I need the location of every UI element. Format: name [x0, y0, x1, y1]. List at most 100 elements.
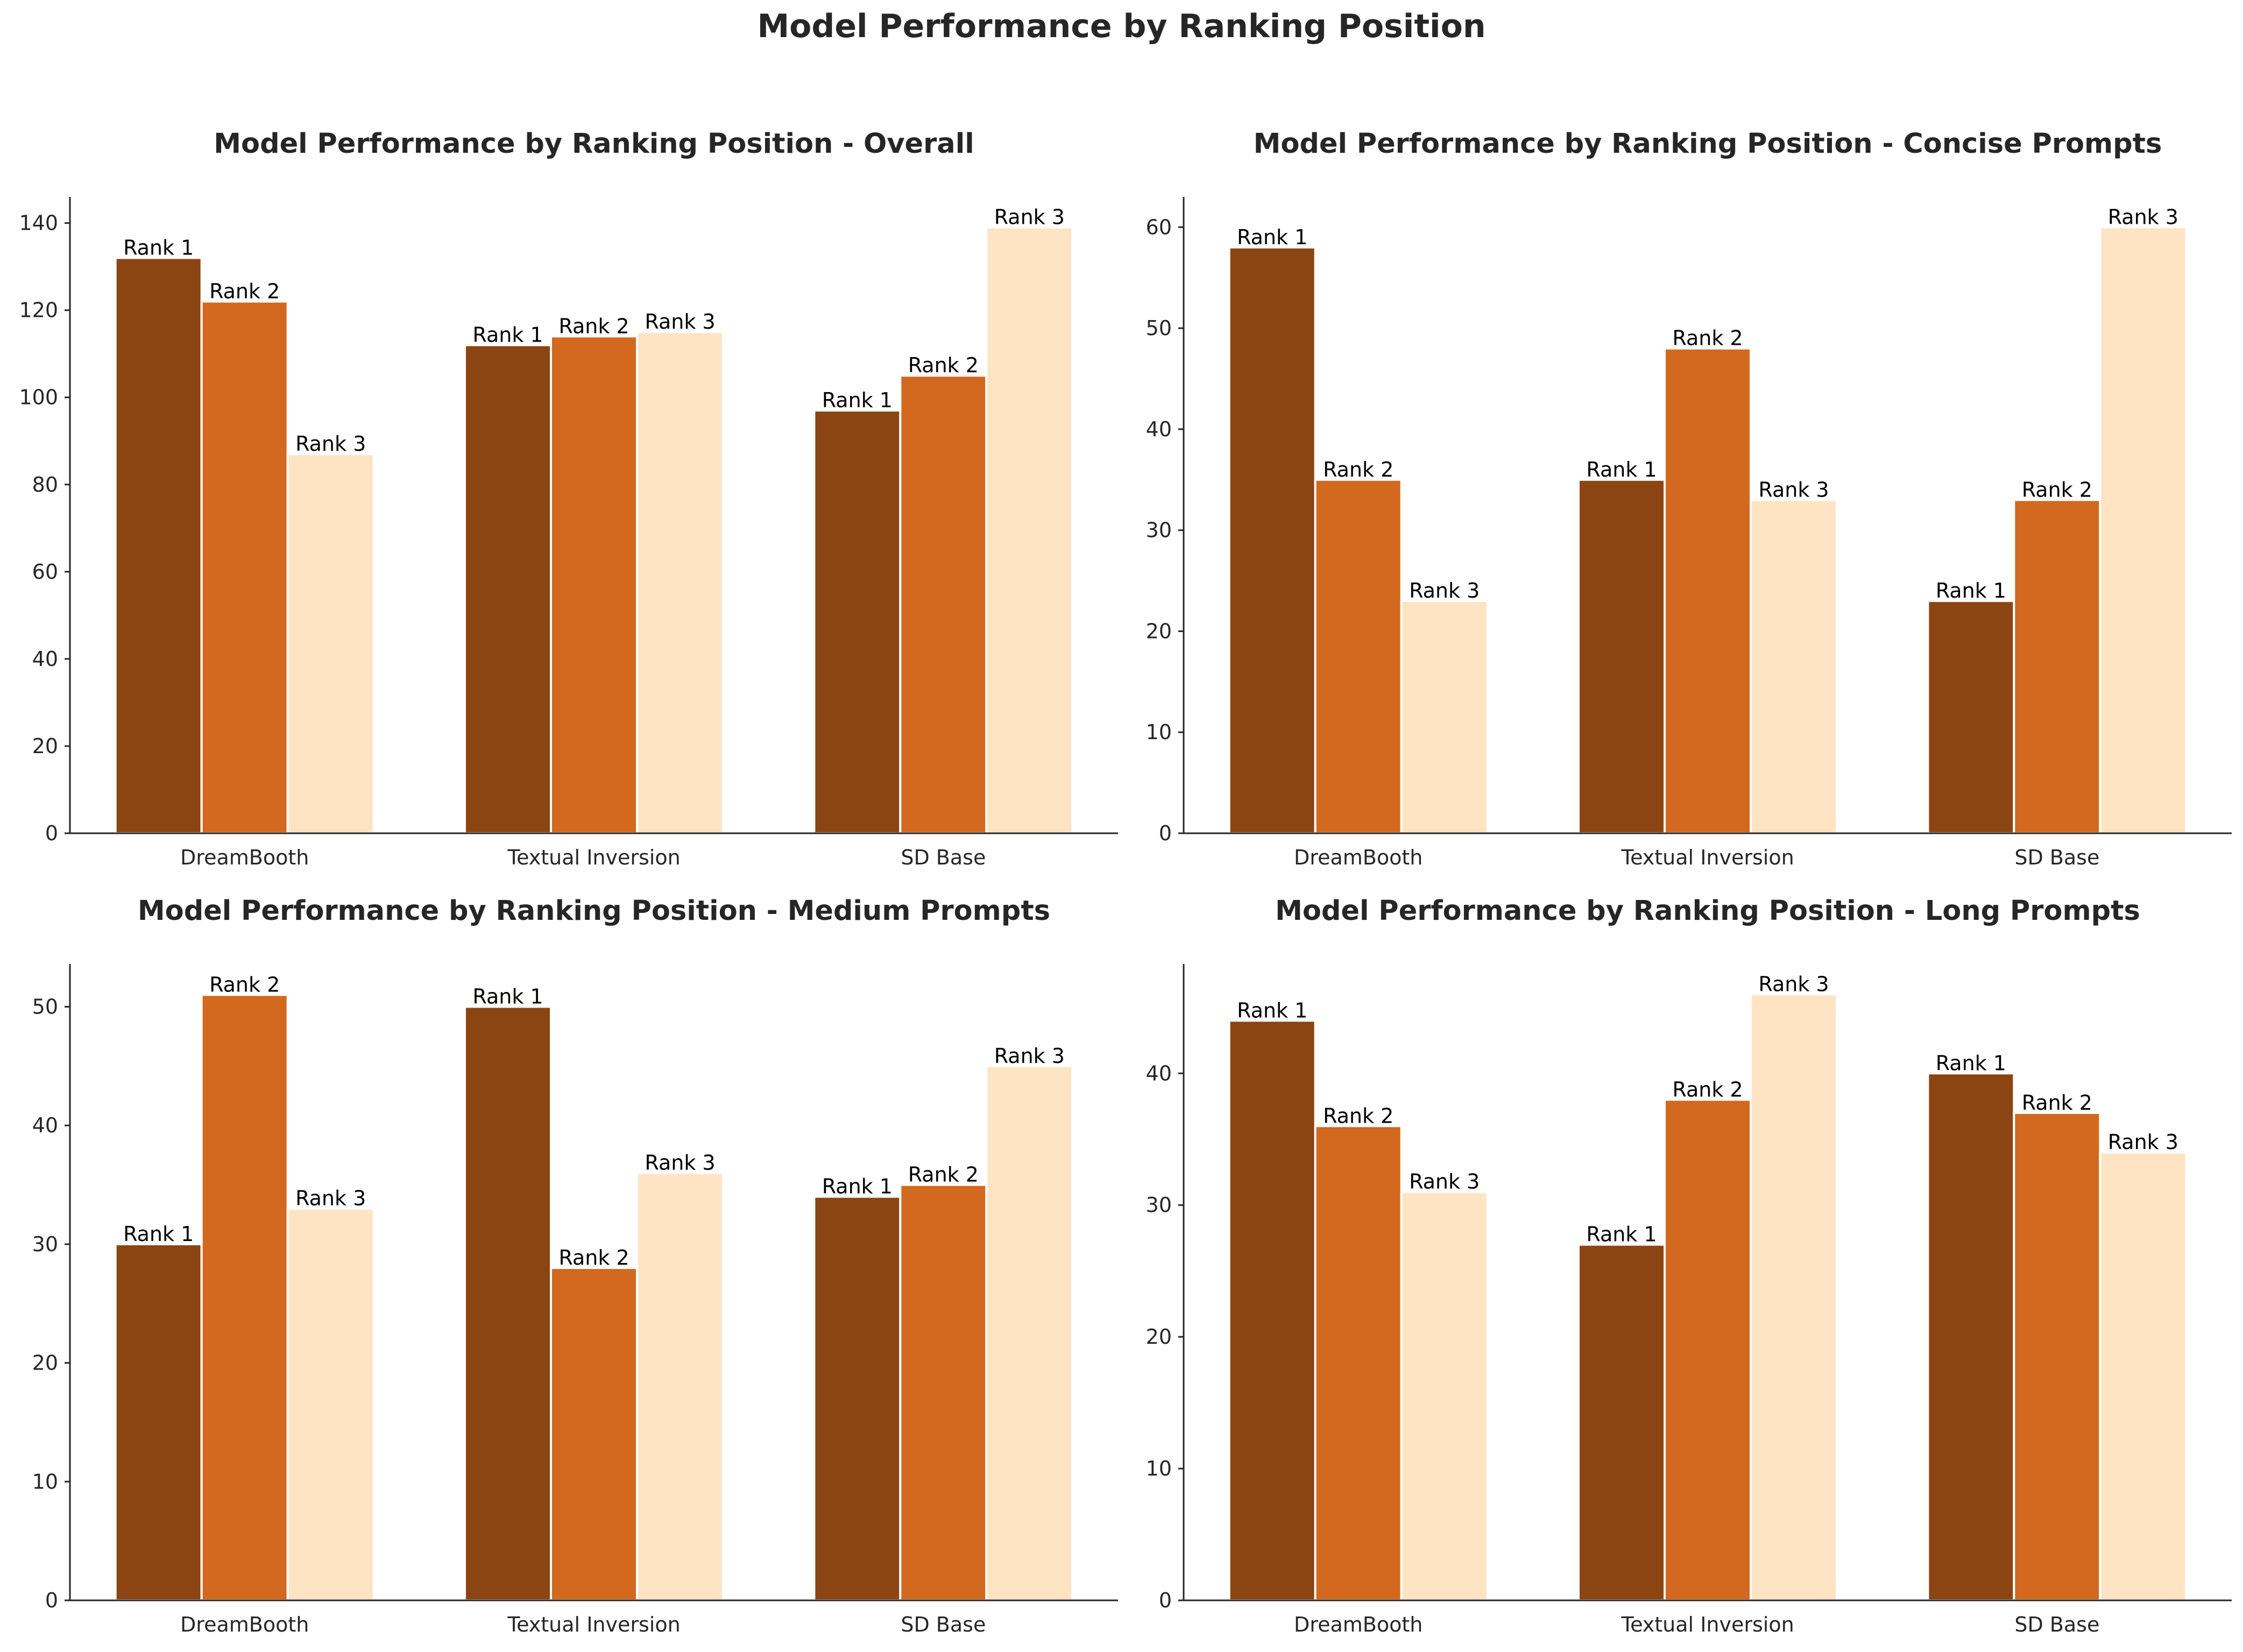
bar-dreambooth-rank-2	[200, 994, 289, 1601]
x-tick-label: SD Base	[2014, 1613, 2099, 1636]
bar-label: Rank 2	[558, 314, 629, 338]
bar-dreambooth-rank-3	[286, 453, 375, 834]
chart-title: Model Performance by Ranking Position - …	[214, 128, 974, 160]
bar-label: Rank 2	[908, 1163, 979, 1187]
bar-textual-inversion-rank-1	[464, 344, 552, 834]
y-tick-label: 10	[1146, 720, 1172, 744]
x-tick-label: Textual Inversion	[507, 846, 680, 869]
y-tick-label: 20	[1146, 619, 1172, 643]
bar-sd-base-rank-1	[1927, 600, 2015, 834]
bar-label: Rank 2	[1672, 1077, 1743, 1101]
bar-textual-inversion-rank-3	[1750, 499, 1838, 834]
bar-label: Rank 3	[1758, 972, 1829, 996]
bar-label: Rank 3	[1409, 579, 1480, 602]
chart-panel-3: Model Performance by Ranking Position - …	[32, 895, 1118, 1636]
bar-label: Rank 3	[2108, 1130, 2178, 1154]
x-tick-label: DreamBooth	[1294, 1613, 1423, 1636]
y-tick-label: 10	[1146, 1457, 1172, 1480]
x-tick-label: SD Base	[901, 1613, 986, 1636]
bar-textual-inversion-rank-3	[636, 331, 724, 834]
chart-panel-2: Model Performance by Ranking Position - …	[1146, 128, 2232, 869]
chart-panel-1: Model Performance by Ranking Position - …	[19, 128, 1118, 869]
bar-textual-inversion-rank-2	[550, 1267, 638, 1601]
bar-dreambooth-rank-1	[1228, 246, 1317, 834]
bar-label: Rank 3	[1758, 478, 1829, 501]
bar-label: Rank 1	[1237, 998, 1307, 1022]
bar-label: Rank 1	[1237, 225, 1307, 249]
y-tick-label: 60	[32, 560, 58, 584]
bar-label: Rank 3	[994, 1044, 1065, 1068]
y-tick-label: 40	[32, 647, 58, 671]
bar-label: Rank 3	[1409, 1170, 1480, 1194]
bar-label: Rank 1	[822, 388, 893, 412]
x-tick-label: Textual Inversion	[507, 1613, 680, 1636]
bar-sd-base-rank-1	[1927, 1072, 2015, 1601]
x-tick-label: SD Base	[2014, 846, 2099, 869]
y-tick-label: 40	[32, 1114, 58, 1137]
bar-textual-inversion-rank-2	[1664, 1098, 1752, 1601]
bar-dreambooth-rank-2	[1314, 1125, 1403, 1602]
bar-label: Rank 1	[1586, 458, 1657, 481]
bar-dreambooth-rank-1	[114, 1243, 203, 1601]
bar-label: Rank 1	[1586, 1223, 1657, 1246]
bar-label: Rank 2	[1323, 1104, 1393, 1128]
bar-label: Rank 3	[994, 205, 1065, 229]
y-tick-label: 30	[32, 1232, 58, 1256]
bar-label: Rank 3	[2108, 205, 2178, 229]
bar-dreambooth-rank-3	[1400, 1190, 1489, 1601]
y-tick-label: 0	[1159, 821, 1172, 845]
bar-dreambooth-rank-2	[1314, 478, 1403, 834]
bar-label: Rank 2	[209, 973, 280, 996]
bar-label: Rank 2	[908, 353, 979, 377]
bar-sd-base-rank-2	[2013, 499, 2102, 834]
bar-sd-base-rank-2	[899, 374, 988, 834]
bar-sd-base-rank-3	[985, 1065, 1074, 1601]
bar-textual-inversion-rank-3	[636, 1172, 724, 1601]
y-tick-label: 50	[1146, 316, 1172, 340]
bar-label: Rank 3	[295, 432, 366, 456]
bar-label: Rank 3	[295, 1187, 366, 1210]
y-tick-label: 0	[45, 821, 58, 845]
y-tick-label: 40	[1146, 417, 1172, 441]
y-tick-label: 10	[32, 1470, 58, 1493]
bar-sd-base-rank-3	[2099, 226, 2188, 834]
y-tick-label: 50	[32, 995, 58, 1018]
y-tick-label: 100	[19, 386, 58, 409]
bar-dreambooth-rank-3	[286, 1207, 375, 1601]
chart-title: Model Performance by Ranking Position - …	[1275, 895, 2140, 927]
bar-textual-inversion-rank-3	[1750, 993, 1838, 1601]
bar-sd-base-rank-3	[985, 226, 1074, 834]
chart-title: Model Performance by Ranking Position - …	[138, 895, 1050, 927]
bar-sd-base-rank-1	[813, 409, 902, 834]
bar-label: Rank 3	[645, 310, 715, 334]
chart-title: Model Performance by Ranking Position - …	[1254, 128, 2162, 160]
bar-textual-inversion-rank-1	[1577, 478, 1666, 834]
bar-label: Rank 1	[1936, 579, 2006, 602]
bar-textual-inversion-rank-1	[1577, 1243, 1666, 1601]
bar-sd-base-rank-3	[2099, 1151, 2188, 1601]
bar-textual-inversion-rank-2	[1664, 347, 1752, 834]
figure-title: Model Performance by Ranking Position	[757, 8, 1486, 45]
bar-label: Rank 2	[1672, 327, 1743, 350]
y-tick-label: 0	[45, 1589, 58, 1612]
y-tick-label: 120	[19, 299, 58, 322]
bar-label: Rank 2	[2022, 1091, 2092, 1115]
x-tick-label: Textual Inversion	[1621, 846, 1794, 869]
bar-label: Rank 2	[1323, 458, 1393, 481]
bar-sd-base-rank-1	[813, 1195, 902, 1602]
x-tick-label: DreamBooth	[1294, 846, 1423, 869]
bar-label: Rank 2	[558, 1246, 629, 1270]
x-tick-label: SD Base	[901, 846, 986, 869]
y-tick-label: 0	[1159, 1589, 1172, 1612]
y-tick-label: 60	[1146, 215, 1172, 239]
y-tick-label: 30	[1146, 519, 1172, 542]
bar-textual-inversion-rank-2	[550, 335, 638, 834]
chart-panel-4: Model Performance by Ranking Position - …	[1146, 895, 2232, 1636]
y-tick-label: 140	[19, 211, 58, 235]
bar-label: Rank 2	[2022, 478, 2092, 501]
bar-dreambooth-rank-1	[114, 257, 203, 834]
bar-dreambooth-rank-3	[1400, 600, 1489, 834]
y-tick-label: 20	[1146, 1325, 1172, 1349]
bar-label: Rank 1	[123, 236, 194, 259]
